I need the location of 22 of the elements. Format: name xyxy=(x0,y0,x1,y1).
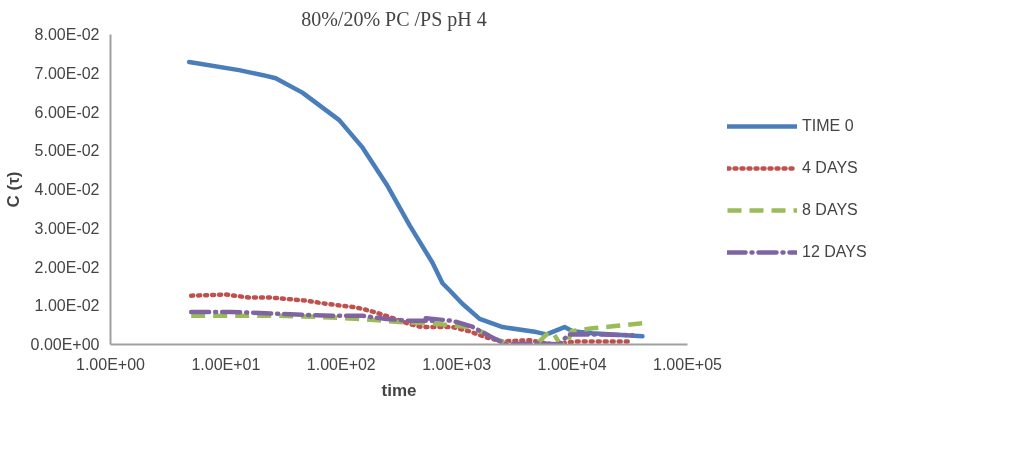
x-tick-label: 1.00E+03 xyxy=(422,355,492,373)
y-tick-label: 0.00E+00 xyxy=(30,336,100,353)
x-tick-label: 1.00E+02 xyxy=(306,355,376,373)
chart-title: 80%/20% PC /PS pH 4 xyxy=(301,7,487,31)
x-tick-label: 1.00E+04 xyxy=(537,355,607,373)
y-tick-label: 1.00E-02 xyxy=(34,297,100,315)
x-tick-label: 1.00E+05 xyxy=(653,355,723,373)
y-tick-label: 7.00E-02 xyxy=(34,64,100,82)
y-axis-title: C (τ) xyxy=(3,171,23,208)
y-tick-label: 5.00E-02 xyxy=(34,142,100,160)
x-axis-title: time xyxy=(381,380,417,400)
y-tick-label: 4.00E-02 xyxy=(34,181,100,198)
x-tick-label: 1.00E+01 xyxy=(191,355,261,373)
y-tick-label: 3.00E-02 xyxy=(34,219,100,237)
legend-label: TIME 0 xyxy=(802,117,854,135)
y-tick-label: 8.00E-02 xyxy=(34,26,100,43)
legend-label: 4 DAYS xyxy=(802,159,858,177)
x-tick-label: 1.00E+00 xyxy=(76,355,146,373)
legend-label: 8 DAYS xyxy=(802,201,858,219)
y-tick-label: 2.00E-02 xyxy=(34,258,100,276)
y-tick-label: 6.00E-02 xyxy=(34,103,100,121)
legend-label: 12 DAYS xyxy=(802,243,867,261)
